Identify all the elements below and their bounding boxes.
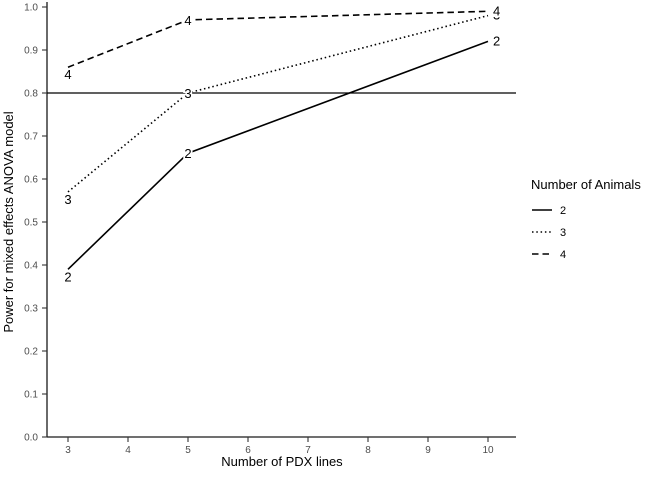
x-tick-label: 10 — [482, 445, 494, 456]
series-line-animals-2 — [67, 40, 489, 270]
y-tick-label: 0.4 — [24, 261, 38, 272]
y-tick-label: 0.5 — [24, 218, 38, 229]
x-axis-title: Number of PDX lines — [221, 454, 343, 469]
x-tick-label: 6 — [245, 445, 251, 456]
point-label-animals-4: 4 — [493, 3, 500, 18]
y-tick-label: 0.3 — [24, 304, 38, 315]
series-line-animals-4 — [67, 10, 489, 68]
point-label-animals-4: 4 — [184, 13, 191, 28]
point-label-animals-2: 2 — [184, 146, 191, 161]
legend-label-3: 3 — [560, 227, 566, 239]
y-tick-label: 0.7 — [24, 132, 38, 143]
y-axis-title: Power for mixed effects ANOVA model — [1, 111, 16, 332]
x-tick-label: 7 — [305, 445, 311, 456]
legend-label-2: 2 — [560, 205, 566, 217]
point-label-animals-2: 2 — [64, 269, 71, 284]
point-label-animals-4: 4 — [64, 67, 71, 82]
x-tick-label: 8 — [365, 445, 371, 456]
x-tick-label: 4 — [125, 445, 131, 456]
plot-layers: 0.00.10.20.30.40.50.60.70.80.91.03 4 5 6 7 8 9… — [24, 2, 566, 456]
legend-title: Number of Animals — [531, 177, 641, 192]
y-tick-label: 0.0 — [24, 433, 38, 444]
x-tick-label: 9 — [425, 445, 431, 456]
x-tick-label: 5 — [185, 445, 191, 456]
y-tick-label: 0.1 — [24, 390, 38, 401]
point-label-animals-3: 3 — [184, 86, 191, 101]
y-tick-label: 0.2 — [24, 347, 38, 358]
x-tick-label: 3 — [65, 445, 71, 456]
legend-label-4: 4 — [560, 249, 566, 261]
point-label-animals-3: 3 — [493, 8, 500, 23]
y-tick-label: 0.8 — [24, 89, 38, 100]
point-label-animals-2: 2 — [493, 33, 500, 48]
y-tick-label: 0.6 — [24, 175, 38, 186]
series-line-animals-3 — [67, 14, 489, 193]
y-tick-label: 1.0 — [24, 3, 38, 14]
y-tick-label: 0.9 — [24, 46, 38, 57]
point-label-animals-3: 3 — [64, 192, 71, 207]
